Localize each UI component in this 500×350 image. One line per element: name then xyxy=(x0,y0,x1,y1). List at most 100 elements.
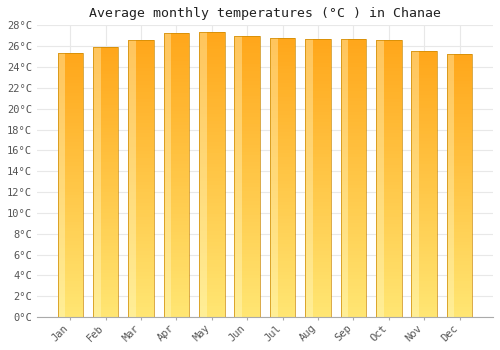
Bar xyxy=(93,175,118,179)
Bar xyxy=(340,105,366,108)
Bar xyxy=(93,61,118,64)
Bar xyxy=(58,261,83,264)
Bar xyxy=(412,307,437,310)
Bar xyxy=(128,293,154,296)
Bar xyxy=(306,244,331,247)
Bar xyxy=(412,51,437,55)
Bar xyxy=(340,258,366,261)
Bar xyxy=(447,55,472,317)
Bar xyxy=(306,300,331,303)
Bar xyxy=(447,110,472,114)
Bar xyxy=(340,268,366,272)
Bar xyxy=(164,72,189,75)
Bar xyxy=(412,257,437,261)
Bar xyxy=(376,133,402,137)
Bar xyxy=(128,193,154,196)
Bar xyxy=(58,175,83,179)
Bar xyxy=(306,164,331,168)
Bar xyxy=(58,235,83,238)
Bar xyxy=(234,247,260,250)
Bar xyxy=(128,71,154,75)
Bar xyxy=(58,93,83,96)
Bar xyxy=(128,109,154,113)
Bar xyxy=(340,42,366,46)
Bar xyxy=(306,168,331,171)
Bar xyxy=(306,303,331,307)
Bar xyxy=(340,119,366,122)
Bar xyxy=(306,241,331,244)
Bar xyxy=(128,248,154,251)
Bar xyxy=(376,64,402,68)
Bar xyxy=(447,225,472,229)
Bar xyxy=(376,227,402,231)
Bar xyxy=(340,168,366,171)
Bar xyxy=(58,106,83,110)
Bar xyxy=(412,65,437,68)
Bar xyxy=(340,182,366,185)
Bar xyxy=(376,92,402,95)
Bar xyxy=(412,101,437,105)
Bar xyxy=(412,134,437,138)
Bar xyxy=(412,118,437,121)
Bar xyxy=(93,284,118,287)
Bar xyxy=(376,186,402,189)
Bar xyxy=(93,57,118,61)
Bar xyxy=(58,110,83,113)
Bar xyxy=(58,142,83,146)
Bar xyxy=(306,129,331,133)
Bar xyxy=(270,55,295,59)
Bar xyxy=(270,300,295,303)
Bar xyxy=(306,119,331,122)
Bar xyxy=(234,96,260,99)
Bar xyxy=(199,117,224,121)
Bar xyxy=(164,33,172,317)
Bar xyxy=(376,68,402,71)
Bar xyxy=(164,40,189,43)
Bar xyxy=(58,274,83,278)
Bar xyxy=(447,124,472,127)
Bar xyxy=(128,95,154,99)
Bar xyxy=(234,229,260,233)
Bar xyxy=(270,114,295,118)
Bar xyxy=(164,260,189,264)
Bar xyxy=(270,251,295,254)
Bar xyxy=(58,152,83,156)
Bar xyxy=(199,228,224,231)
Bar xyxy=(93,304,118,307)
Bar xyxy=(93,229,118,233)
Bar xyxy=(164,157,189,161)
Bar xyxy=(376,54,402,57)
Bar xyxy=(376,310,402,314)
Bar xyxy=(376,57,402,61)
Bar xyxy=(376,50,402,54)
Bar xyxy=(234,120,260,124)
Bar xyxy=(199,253,224,257)
Bar xyxy=(199,146,224,149)
Bar xyxy=(306,195,331,199)
Bar xyxy=(376,182,402,186)
Bar xyxy=(376,296,402,300)
Bar xyxy=(412,290,437,294)
Bar xyxy=(306,247,331,251)
Bar xyxy=(199,92,224,96)
Bar xyxy=(58,73,83,77)
Bar xyxy=(270,314,295,317)
Bar xyxy=(164,274,189,278)
Bar xyxy=(376,144,402,147)
Bar xyxy=(199,132,224,135)
Bar xyxy=(340,251,366,254)
Bar xyxy=(447,160,472,163)
Bar xyxy=(199,310,224,314)
Bar xyxy=(340,98,366,102)
Bar xyxy=(447,307,472,310)
Bar xyxy=(376,40,384,317)
Bar xyxy=(447,235,472,238)
Bar xyxy=(164,171,189,175)
Bar xyxy=(58,212,83,215)
Bar xyxy=(447,84,472,87)
Bar xyxy=(412,221,437,224)
Bar xyxy=(128,85,154,89)
Bar xyxy=(376,147,402,151)
Bar xyxy=(447,310,472,314)
Bar xyxy=(199,75,224,78)
